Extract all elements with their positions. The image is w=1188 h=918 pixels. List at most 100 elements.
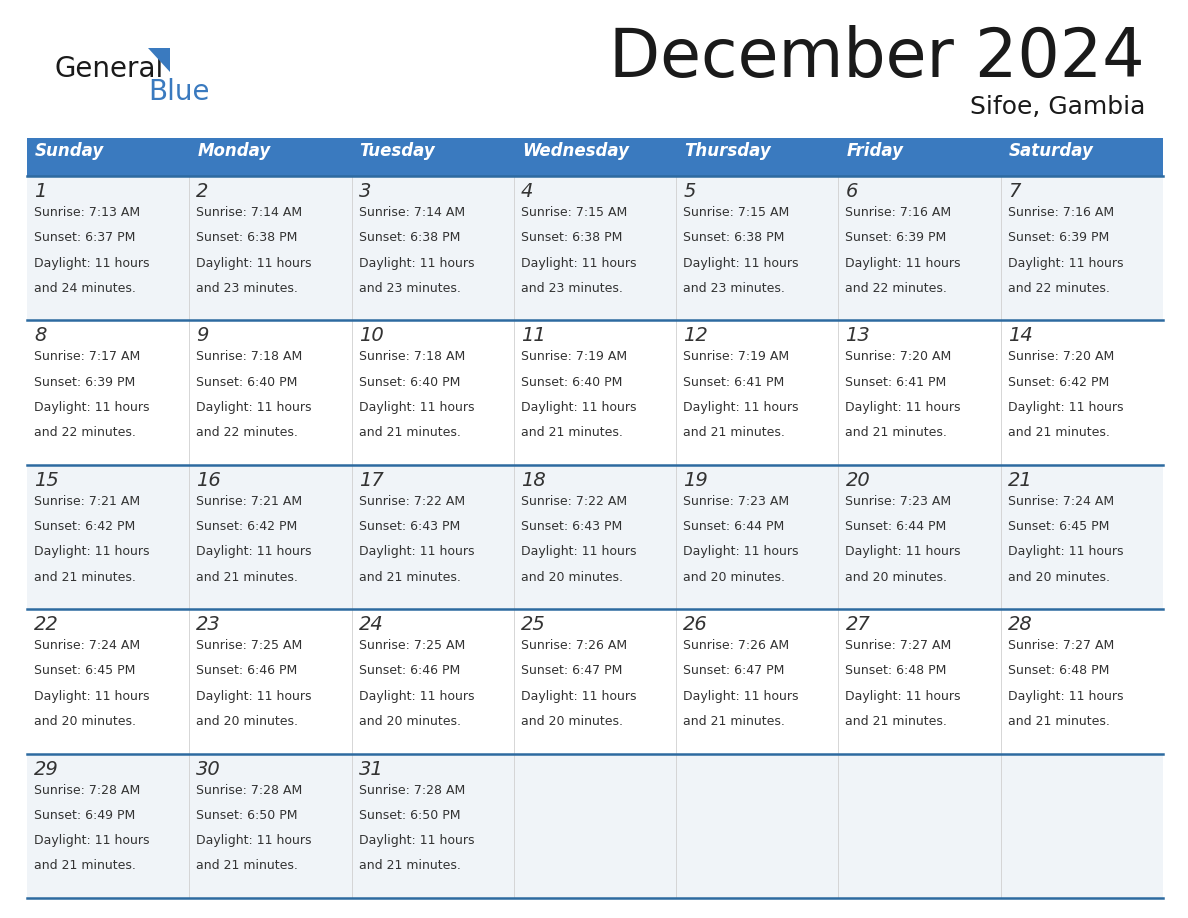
Text: 5: 5 [683,182,695,201]
Text: Sunset: 6:44 PM: Sunset: 6:44 PM [683,521,784,533]
Text: 4: 4 [520,182,533,201]
Text: Sunrise: 7:19 AM: Sunrise: 7:19 AM [683,351,789,364]
Text: Sunrise: 7:21 AM: Sunrise: 7:21 AM [34,495,140,508]
Text: 24: 24 [359,615,384,634]
Text: and 21 minutes.: and 21 minutes. [359,571,461,584]
Text: Daylight: 11 hours: Daylight: 11 hours [846,689,961,703]
Text: Sunrise: 7:21 AM: Sunrise: 7:21 AM [196,495,303,508]
Text: 16: 16 [196,471,221,490]
Text: Sunset: 6:41 PM: Sunset: 6:41 PM [683,375,784,388]
Text: Daylight: 11 hours: Daylight: 11 hours [196,689,311,703]
Text: 29: 29 [34,759,58,778]
Text: and 20 minutes.: and 20 minutes. [34,715,135,728]
Text: Sunrise: 7:28 AM: Sunrise: 7:28 AM [196,784,303,797]
Text: Sunset: 6:40 PM: Sunset: 6:40 PM [196,375,298,388]
Text: Sunset: 6:46 PM: Sunset: 6:46 PM [196,665,297,677]
Text: and 22 minutes.: and 22 minutes. [196,426,298,439]
Text: and 24 minutes.: and 24 minutes. [34,282,135,295]
Text: Daylight: 11 hours: Daylight: 11 hours [683,401,798,414]
Text: 23: 23 [196,615,221,634]
Text: Sunset: 6:38 PM: Sunset: 6:38 PM [359,231,460,244]
Text: Sunrise: 7:23 AM: Sunrise: 7:23 AM [846,495,952,508]
Text: Daylight: 11 hours: Daylight: 11 hours [683,545,798,558]
Text: Sunset: 6:38 PM: Sunset: 6:38 PM [196,231,298,244]
Text: Tuesday: Tuesday [360,142,435,160]
Text: Daylight: 11 hours: Daylight: 11 hours [359,689,474,703]
Text: Sunrise: 7:28 AM: Sunrise: 7:28 AM [359,784,465,797]
Text: Sunrise: 7:24 AM: Sunrise: 7:24 AM [34,639,140,652]
Text: Sunset: 6:47 PM: Sunset: 6:47 PM [520,665,623,677]
Text: Sunset: 6:45 PM: Sunset: 6:45 PM [1007,521,1110,533]
Text: Sunset: 6:39 PM: Sunset: 6:39 PM [846,231,947,244]
Text: Sunset: 6:50 PM: Sunset: 6:50 PM [359,809,460,822]
Text: Sunrise: 7:18 AM: Sunrise: 7:18 AM [196,351,303,364]
Text: Sunset: 6:39 PM: Sunset: 6:39 PM [34,375,135,388]
Text: Sunrise: 7:26 AM: Sunrise: 7:26 AM [520,639,627,652]
Text: Sunrise: 7:14 AM: Sunrise: 7:14 AM [359,206,465,219]
Text: 17: 17 [359,471,384,490]
Text: 6: 6 [846,182,858,201]
Text: Daylight: 11 hours: Daylight: 11 hours [34,256,150,270]
Text: and 21 minutes.: and 21 minutes. [359,859,461,872]
Text: and 23 minutes.: and 23 minutes. [520,282,623,295]
Text: Daylight: 11 hours: Daylight: 11 hours [34,401,150,414]
Text: and 22 minutes.: and 22 minutes. [34,426,135,439]
Text: Daylight: 11 hours: Daylight: 11 hours [1007,545,1123,558]
Text: Sunset: 6:48 PM: Sunset: 6:48 PM [1007,665,1110,677]
Text: Daylight: 11 hours: Daylight: 11 hours [196,834,311,847]
Text: and 20 minutes.: and 20 minutes. [683,571,785,584]
Text: 3: 3 [359,182,371,201]
Text: Daylight: 11 hours: Daylight: 11 hours [34,545,150,558]
Text: Sunrise: 7:27 AM: Sunrise: 7:27 AM [1007,639,1114,652]
Text: Sunset: 6:45 PM: Sunset: 6:45 PM [34,665,135,677]
Text: Sunrise: 7:24 AM: Sunrise: 7:24 AM [1007,495,1114,508]
Text: Sunrise: 7:19 AM: Sunrise: 7:19 AM [520,351,627,364]
Text: Sunday: Sunday [34,142,105,160]
Text: and 21 minutes.: and 21 minutes. [846,715,947,728]
Text: Sifoe, Gambia: Sifoe, Gambia [969,95,1145,119]
Bar [676,138,839,176]
Text: 8: 8 [34,327,46,345]
Text: Blue: Blue [148,78,209,106]
Bar [27,176,1163,320]
Text: 28: 28 [1007,615,1032,634]
Text: Sunrise: 7:18 AM: Sunrise: 7:18 AM [359,351,465,364]
Text: Sunrise: 7:22 AM: Sunrise: 7:22 AM [520,495,627,508]
Text: and 20 minutes.: and 20 minutes. [520,571,623,584]
Text: and 21 minutes.: and 21 minutes. [1007,426,1110,439]
Text: and 23 minutes.: and 23 minutes. [683,282,785,295]
Text: and 21 minutes.: and 21 minutes. [196,571,298,584]
Text: Sunrise: 7:27 AM: Sunrise: 7:27 AM [846,639,952,652]
Text: Sunset: 6:43 PM: Sunset: 6:43 PM [359,521,460,533]
Text: and 23 minutes.: and 23 minutes. [359,282,461,295]
Text: Sunrise: 7:23 AM: Sunrise: 7:23 AM [683,495,789,508]
Text: Daylight: 11 hours: Daylight: 11 hours [359,545,474,558]
Text: Sunrise: 7:16 AM: Sunrise: 7:16 AM [846,206,952,219]
Text: Sunrise: 7:28 AM: Sunrise: 7:28 AM [34,784,140,797]
Text: Sunrise: 7:25 AM: Sunrise: 7:25 AM [196,639,303,652]
Text: 10: 10 [359,327,384,345]
Text: and 21 minutes.: and 21 minutes. [359,426,461,439]
Bar [27,138,189,176]
Text: 15: 15 [34,471,58,490]
Text: Sunset: 6:46 PM: Sunset: 6:46 PM [359,665,460,677]
Text: Sunrise: 7:20 AM: Sunrise: 7:20 AM [846,351,952,364]
Bar [27,465,1163,610]
Text: and 20 minutes.: and 20 minutes. [846,571,947,584]
Text: Sunset: 6:43 PM: Sunset: 6:43 PM [520,521,623,533]
Text: and 21 minutes.: and 21 minutes. [683,426,785,439]
Text: 21: 21 [1007,471,1032,490]
Text: Sunrise: 7:13 AM: Sunrise: 7:13 AM [34,206,140,219]
Text: 1: 1 [34,182,46,201]
Text: Sunrise: 7:25 AM: Sunrise: 7:25 AM [359,639,465,652]
Text: Sunset: 6:39 PM: Sunset: 6:39 PM [1007,231,1108,244]
Text: 7: 7 [1007,182,1020,201]
Text: Sunset: 6:49 PM: Sunset: 6:49 PM [34,809,135,822]
Text: Sunset: 6:47 PM: Sunset: 6:47 PM [683,665,784,677]
Text: Sunset: 6:40 PM: Sunset: 6:40 PM [359,375,460,388]
Text: Sunset: 6:41 PM: Sunset: 6:41 PM [846,375,947,388]
Text: Sunrise: 7:22 AM: Sunrise: 7:22 AM [359,495,465,508]
Text: 27: 27 [846,615,870,634]
Text: Wednesday: Wednesday [522,142,628,160]
Text: Sunrise: 7:20 AM: Sunrise: 7:20 AM [1007,351,1114,364]
